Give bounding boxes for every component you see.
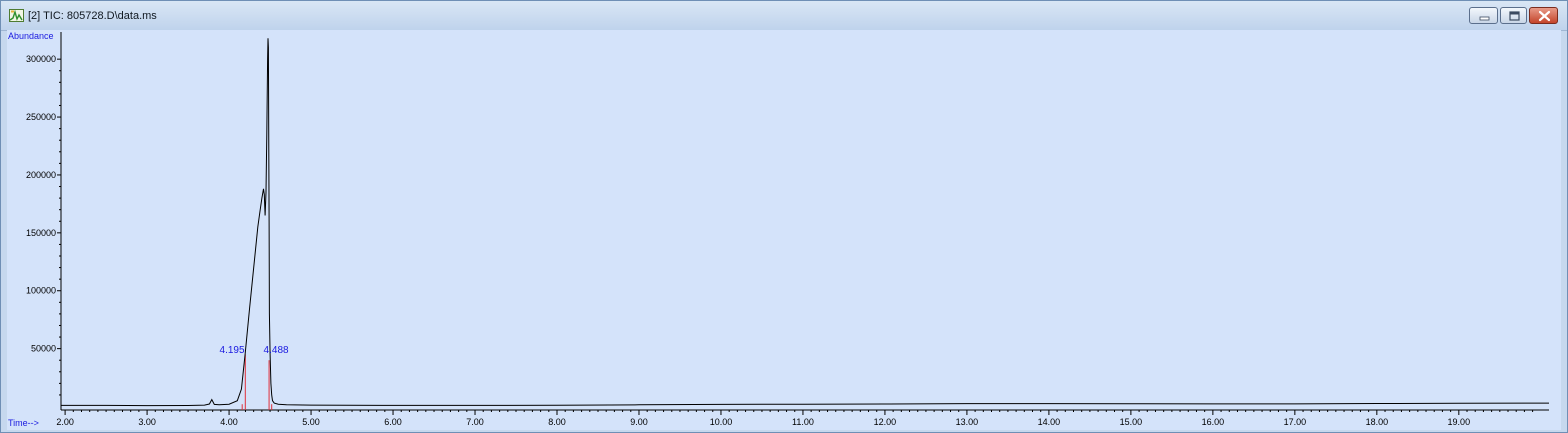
maximize-button[interactable]: [1500, 7, 1527, 24]
chromatogram-app-icon: [9, 9, 24, 22]
x-tick-label: 13.00: [956, 417, 979, 427]
x-tick-label: 16.00: [1202, 417, 1225, 427]
maximize-icon: [1509, 11, 1520, 21]
x-tick-label: 8.00: [548, 417, 566, 427]
x-tick-label: 9.00: [630, 417, 648, 427]
x-tick-label: 15.00: [1120, 417, 1143, 427]
peak-retention-label: 4.488: [264, 345, 289, 356]
x-tick-label: 4.00: [220, 417, 238, 427]
y-tick-label: 300000: [26, 54, 56, 64]
x-tick-label: 19.00: [1448, 417, 1471, 427]
x-tick-label: 12.00: [874, 417, 897, 427]
x-tick-label: 7.00: [466, 417, 484, 427]
x-tick-label: 5.00: [302, 417, 320, 427]
x-tick-label: 17.00: [1284, 417, 1307, 427]
x-tick-label: 11.00: [792, 417, 814, 427]
x-tick-label: 18.00: [1366, 417, 1389, 427]
y-axis-label: Abundance: [8, 31, 54, 41]
window-titlebar[interactable]: [2] TIC: 805728.D\data.ms: [1, 1, 1567, 31]
tic-trace-line: [61, 38, 1550, 407]
x-tick-label: 3.00: [138, 417, 156, 427]
y-tick-label: 250000: [26, 112, 56, 122]
close-button[interactable]: [1529, 7, 1558, 24]
window-title: [2] TIC: 805728.D\data.ms: [28, 10, 157, 22]
x-tick-label: 10.00: [710, 417, 733, 427]
x-tick-label: 2.00: [56, 417, 74, 427]
minimize-button[interactable]: [1469, 7, 1498, 24]
chromatogram-plot-area[interactable]: Abundance Time--> 50000 100000 150000 20000…: [7, 30, 1561, 430]
x-tick-label: 6.00: [384, 417, 402, 427]
y-tick-label: 200000: [26, 170, 56, 180]
x-axis-label: Time-->: [8, 418, 39, 428]
chromatogram-chart: Abundance Time--> 50000 100000 150000 20000…: [7, 30, 1561, 430]
y-tick-label: 100000: [26, 286, 56, 296]
peak-retention-label: 4.195: [220, 345, 245, 356]
plot-background: [7, 30, 1561, 430]
minimize-icon: [1479, 16, 1490, 21]
y-tick-label: 50000: [31, 344, 56, 354]
x-tick-label: 14.00: [1038, 417, 1061, 427]
close-icon: [1538, 10, 1551, 22]
y-tick-label: 150000: [26, 228, 56, 238]
